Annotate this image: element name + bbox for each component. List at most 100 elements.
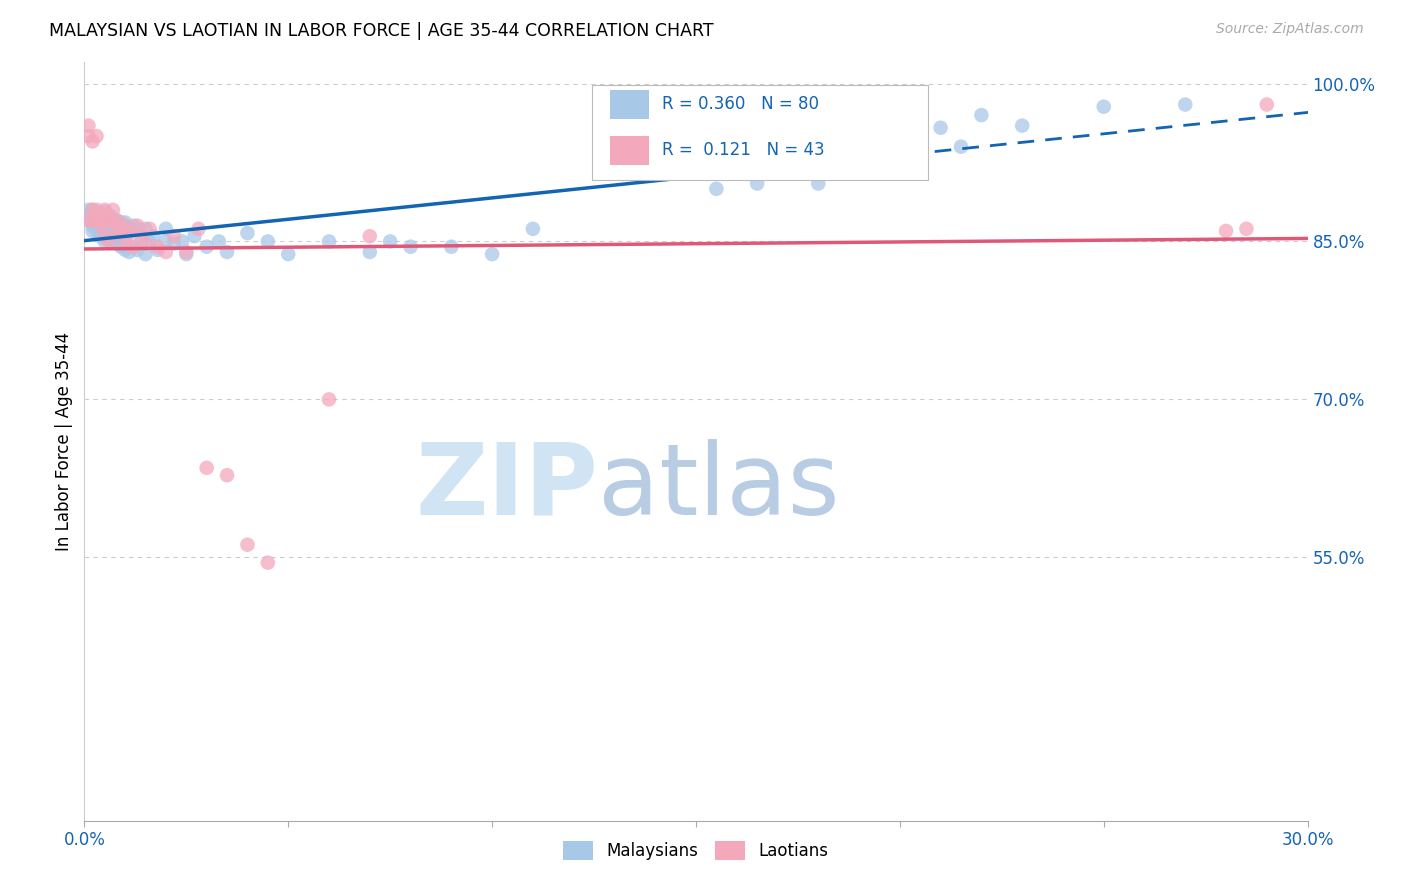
Point xyxy=(86,208,108,222)
Point xyxy=(82,219,104,233)
Point xyxy=(77,119,100,133)
Point xyxy=(277,247,299,261)
Point xyxy=(138,222,160,236)
Point xyxy=(97,235,120,249)
Point xyxy=(105,226,128,240)
Point xyxy=(110,229,132,244)
Point xyxy=(110,224,132,238)
Point xyxy=(236,538,259,552)
Point xyxy=(114,243,136,257)
Point xyxy=(318,235,340,249)
Point xyxy=(122,219,145,233)
Point xyxy=(155,244,177,259)
Point xyxy=(236,226,259,240)
Text: ZIP: ZIP xyxy=(415,439,598,535)
Point xyxy=(195,240,218,254)
Point xyxy=(118,224,141,238)
Point xyxy=(929,120,952,135)
Point xyxy=(399,240,422,254)
Point xyxy=(118,226,141,240)
Point xyxy=(86,202,108,217)
Point xyxy=(131,235,153,249)
Y-axis label: In Labor Force | Age 35-44: In Labor Force | Age 35-44 xyxy=(55,332,73,551)
Point xyxy=(93,205,115,219)
Point xyxy=(93,235,115,249)
Point xyxy=(97,208,120,222)
Point xyxy=(77,213,100,227)
Point xyxy=(155,235,177,249)
Point xyxy=(359,244,381,259)
Point xyxy=(135,247,157,261)
Point xyxy=(122,240,145,254)
Point xyxy=(217,468,239,483)
Point xyxy=(90,219,112,233)
Text: atlas: atlas xyxy=(598,439,839,535)
FancyBboxPatch shape xyxy=(592,85,928,180)
Point xyxy=(114,236,136,251)
Point xyxy=(82,213,104,227)
Point xyxy=(101,228,124,243)
Point xyxy=(155,222,177,236)
Point xyxy=(101,211,124,226)
Point xyxy=(481,247,503,261)
Point xyxy=(97,213,120,227)
Point xyxy=(93,202,115,217)
Point xyxy=(82,224,104,238)
Point xyxy=(1011,119,1033,133)
Point xyxy=(195,461,218,475)
Point xyxy=(93,229,115,244)
Point xyxy=(807,177,830,191)
Point xyxy=(101,219,124,233)
Point xyxy=(110,240,132,254)
Point xyxy=(174,244,197,259)
Point xyxy=(257,556,280,570)
Point xyxy=(77,129,100,144)
Bar xyxy=(610,90,650,120)
Point xyxy=(706,182,728,196)
Point xyxy=(114,229,136,244)
Point xyxy=(142,229,165,244)
Point xyxy=(950,139,973,153)
Point xyxy=(187,222,209,236)
Point xyxy=(135,236,157,251)
Point xyxy=(90,208,112,222)
Point xyxy=(747,177,769,191)
Point xyxy=(93,213,115,227)
Point xyxy=(910,129,932,144)
Bar xyxy=(610,136,650,165)
Point xyxy=(101,235,124,249)
Text: MALAYSIAN VS LAOTIAN IN LABOR FORCE | AGE 35-44 CORRELATION CHART: MALAYSIAN VS LAOTIAN IN LABOR FORCE | AG… xyxy=(49,22,714,40)
Point xyxy=(101,215,124,229)
Point xyxy=(86,224,108,238)
Point xyxy=(138,235,160,249)
Point xyxy=(105,226,128,240)
Point xyxy=(163,236,186,251)
Point xyxy=(86,219,108,233)
Point xyxy=(603,161,626,175)
Text: R =  0.121   N = 43: R = 0.121 N = 43 xyxy=(662,141,824,159)
Point xyxy=(1092,100,1115,114)
Point xyxy=(110,215,132,229)
Point xyxy=(127,222,149,236)
Point xyxy=(77,208,100,222)
Text: Source: ZipAtlas.com: Source: ZipAtlas.com xyxy=(1216,22,1364,37)
Point xyxy=(118,244,141,259)
Point xyxy=(440,240,463,254)
Point xyxy=(77,213,100,227)
Point xyxy=(208,235,231,249)
Point xyxy=(82,135,104,149)
Point xyxy=(97,215,120,229)
Point xyxy=(93,226,115,240)
Point xyxy=(146,240,169,254)
Point xyxy=(889,120,911,135)
Point xyxy=(97,232,120,246)
Point xyxy=(86,129,108,144)
Point xyxy=(105,236,128,251)
Point xyxy=(522,222,544,236)
Point xyxy=(1256,97,1278,112)
Text: R = 0.360   N = 80: R = 0.360 N = 80 xyxy=(662,95,818,113)
Point xyxy=(93,213,115,227)
Point xyxy=(1236,222,1258,236)
Point xyxy=(970,108,993,122)
Point xyxy=(135,222,157,236)
